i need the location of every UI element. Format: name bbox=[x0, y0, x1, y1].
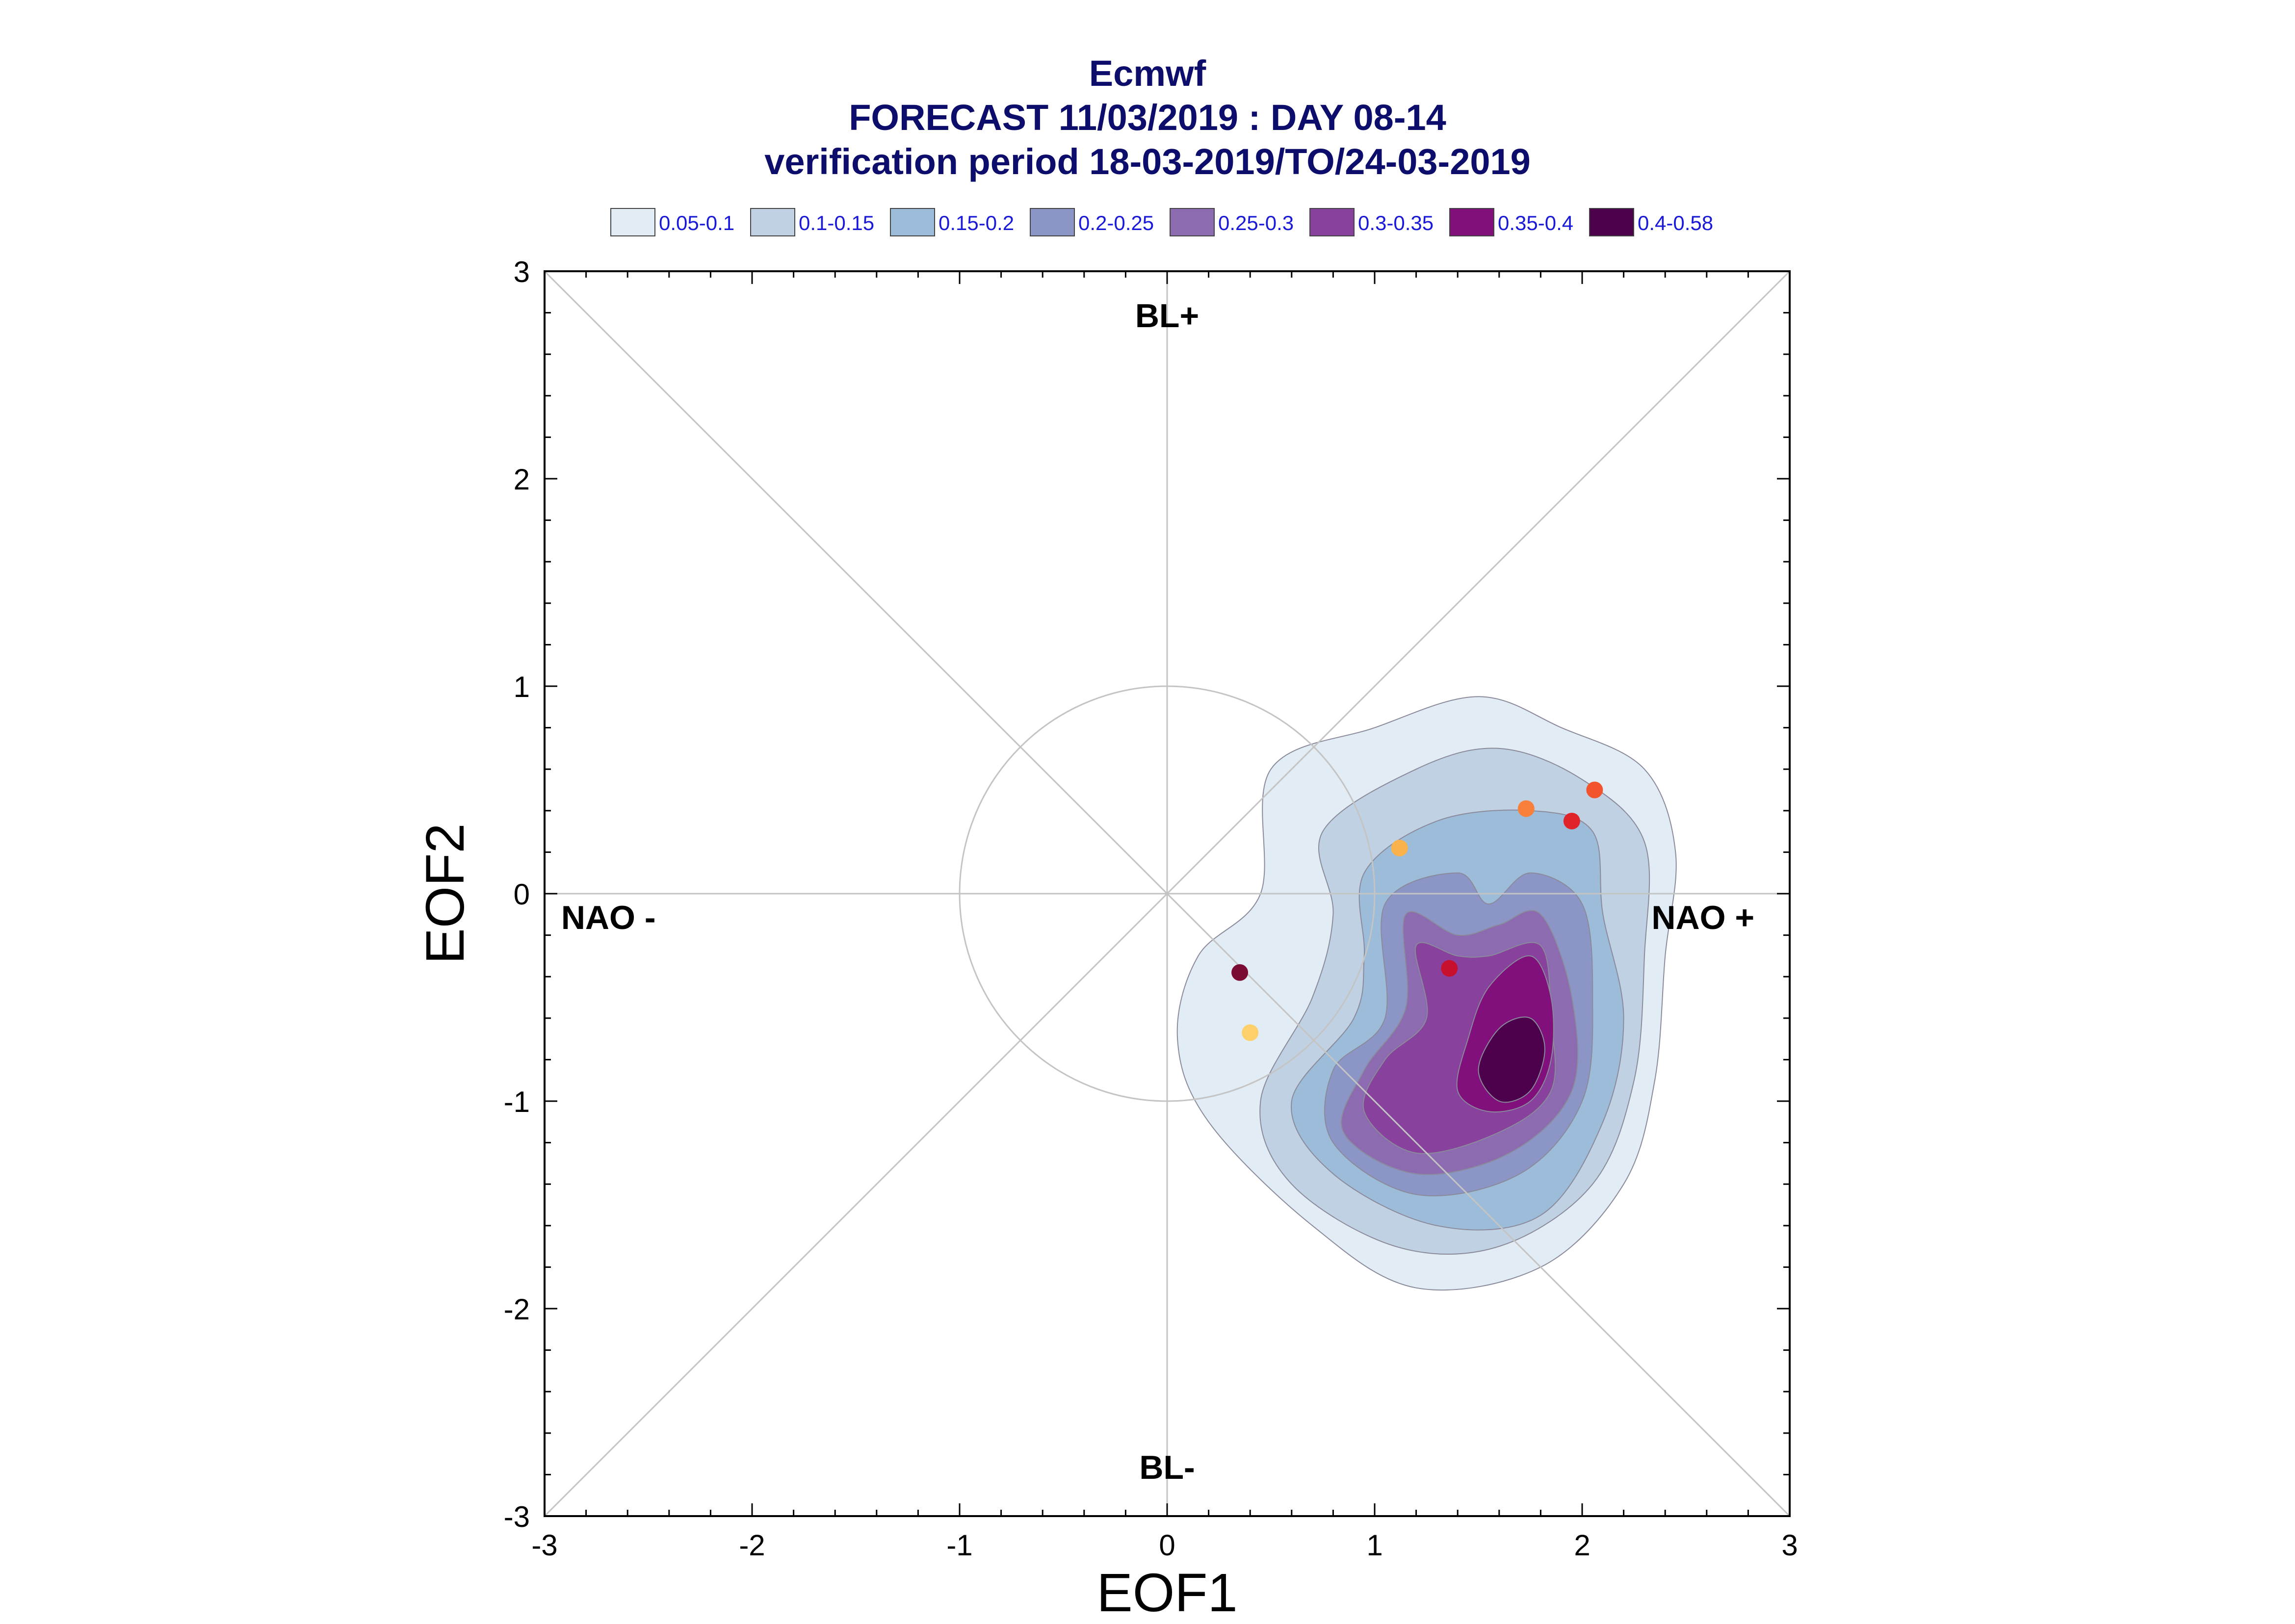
legend-label: 0.05-0.1 bbox=[659, 211, 734, 234]
regime-label-nao-minus: NAO - bbox=[561, 899, 656, 936]
member-point bbox=[1517, 800, 1535, 817]
legend-label: 0.4-0.58 bbox=[1638, 211, 1713, 234]
legend-label: 0.15-0.2 bbox=[939, 211, 1014, 234]
x-axis-title: EOF1 bbox=[1096, 1563, 1237, 1623]
legend-label: 0.2-0.25 bbox=[1078, 211, 1154, 234]
legend-swatch bbox=[750, 208, 795, 236]
y-tick-label: 3 bbox=[514, 256, 530, 288]
y-tick-label: 0 bbox=[514, 878, 530, 911]
x-tick-label: 2 bbox=[1574, 1529, 1590, 1562]
member-point bbox=[1586, 781, 1603, 799]
member-points bbox=[1231, 781, 1603, 1041]
reference-lines bbox=[544, 270, 1791, 1517]
y-tick-label: 2 bbox=[514, 463, 530, 496]
member-point bbox=[1563, 812, 1580, 829]
x-tick-label: -3 bbox=[531, 1529, 557, 1562]
regime-label-nao-plus: NAO + bbox=[1651, 899, 1754, 936]
legend-swatch bbox=[1030, 208, 1075, 236]
y-axis-title: EOF2 bbox=[415, 823, 475, 964]
legend-swatch bbox=[1170, 208, 1215, 236]
member-point bbox=[1391, 839, 1408, 856]
x-tick-label: 1 bbox=[1366, 1529, 1382, 1562]
x-tick-label: 0 bbox=[1159, 1529, 1175, 1562]
y-tick-label: -1 bbox=[504, 1085, 530, 1118]
title-line-2: FORECAST 11/03/2019 : DAY 08-14 bbox=[849, 97, 1446, 138]
chart-title: Ecmwf FORECAST 11/03/2019 : DAY 08-14 ve… bbox=[764, 53, 1531, 182]
member-point bbox=[1231, 964, 1249, 981]
regime-label-bl-minus: BL- bbox=[1139, 1449, 1195, 1486]
legend-swatch bbox=[1449, 208, 1494, 236]
x-tick-label: -2 bbox=[739, 1529, 765, 1562]
x-tick-label: 3 bbox=[1781, 1529, 1798, 1562]
legend-label: 0.25-0.3 bbox=[1218, 211, 1294, 234]
legend-swatch bbox=[890, 208, 935, 236]
legend-label: 0.35-0.4 bbox=[1498, 211, 1573, 234]
legend-swatch bbox=[1589, 208, 1634, 236]
title-line-1: Ecmwf bbox=[1089, 53, 1206, 94]
density-contours bbox=[1176, 696, 1677, 1291]
title-line-3: verification period 18-03-2019/TO/24-03-… bbox=[764, 141, 1531, 182]
y-tick-label: 1 bbox=[514, 670, 530, 703]
y-tick-label: -2 bbox=[504, 1293, 530, 1326]
y-tick-label: -3 bbox=[504, 1500, 530, 1533]
density-contour bbox=[1478, 1016, 1545, 1103]
legend: 0.05-0.1 0.1-0.15 0.15-0.2 0.2-0.25 0.25-0.3… bbox=[610, 208, 1713, 236]
member-point bbox=[1242, 1024, 1259, 1041]
legend-swatch bbox=[1309, 208, 1355, 236]
x-tick-label: -1 bbox=[946, 1529, 972, 1562]
regime-label-bl-plus: BL+ bbox=[1135, 297, 1199, 335]
unit-circle bbox=[959, 685, 1376, 1102]
plot-area: -3 -2 -1 0 1 2 3 -3 -2 -1 0 1 2 3 bbox=[504, 256, 1798, 1562]
legend-label: 0.3-0.35 bbox=[1358, 211, 1434, 234]
member-point bbox=[1441, 960, 1458, 977]
axis-ticks: -3 -2 -1 0 1 2 3 -3 -2 -1 0 1 2 3 bbox=[504, 256, 1798, 1562]
legend-label: 0.1-0.15 bbox=[799, 211, 874, 234]
legend-swatch bbox=[610, 208, 655, 236]
